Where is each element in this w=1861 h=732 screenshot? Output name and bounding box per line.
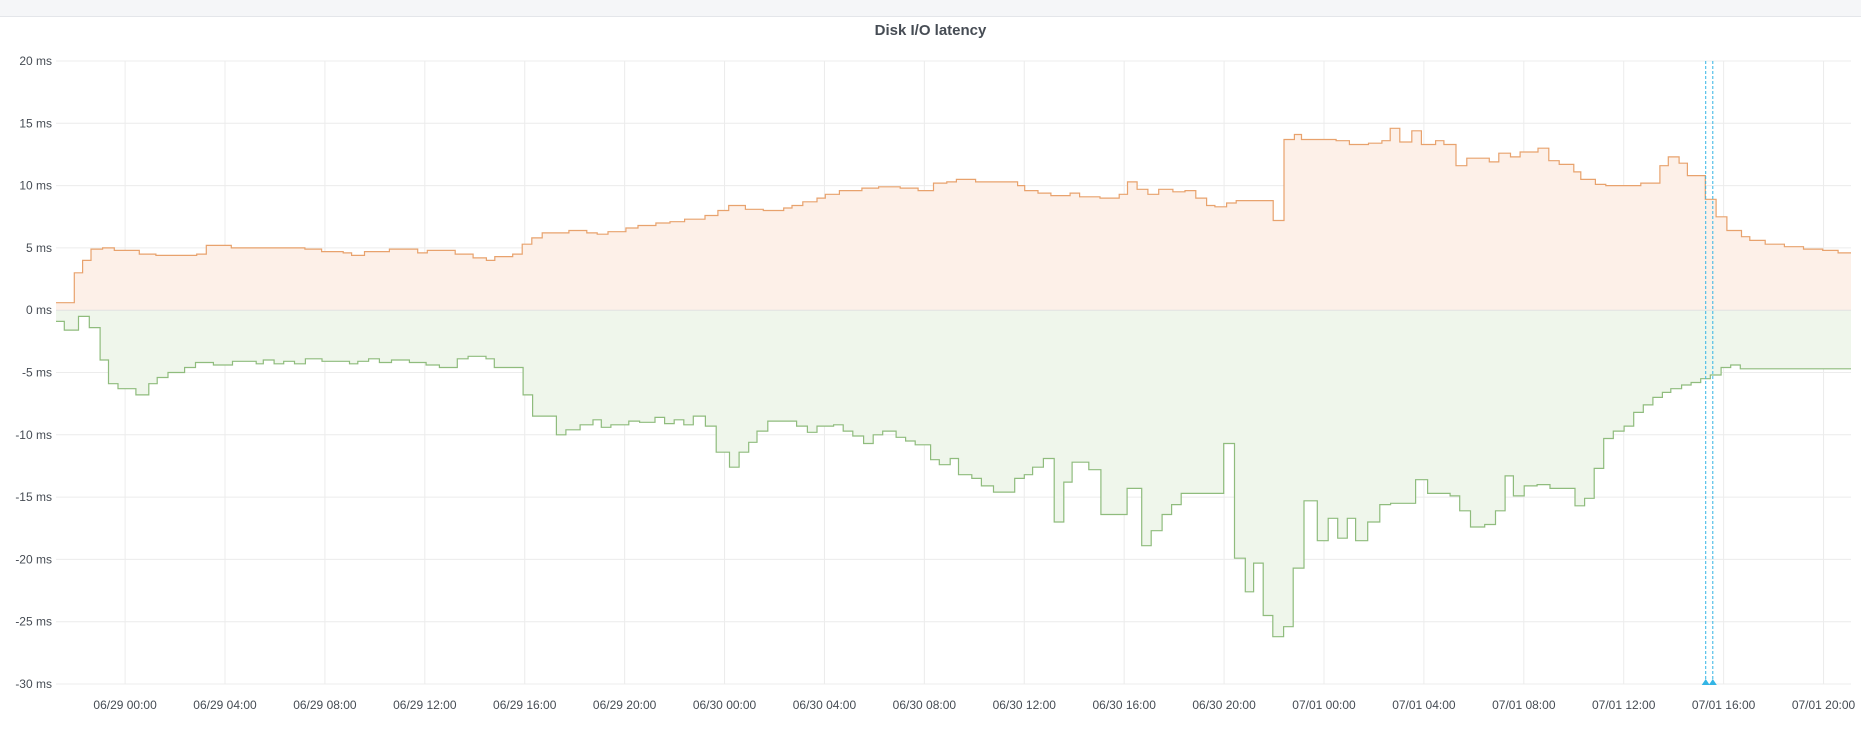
y-tick-label: -15 ms [15,490,52,504]
y-tick-label: 0 ms [26,303,52,317]
x-tick-label: 07/01 08:00 [1492,698,1556,712]
x-tick-label: 06/29 12:00 [393,698,457,712]
y-tick-label: -10 ms [15,428,52,442]
series-line-2 [56,315,1851,638]
x-tick-label: 06/30 16:00 [1092,698,1156,712]
cursor-marker-icon [1708,679,1717,685]
series-area-2 [56,310,1851,637]
x-tick-label: 06/30 04:00 [793,698,857,712]
x-tick-label: 07/01 00:00 [1292,698,1356,712]
series-line-1 [56,127,1851,304]
y-tick-label: 5 ms [26,241,52,255]
series-area-1 [56,128,1851,311]
x-tick-label: 06/30 20:00 [1192,698,1256,712]
y-tick-label: 15 ms [19,116,52,130]
x-tick-label: 07/01 16:00 [1692,698,1756,712]
x-tick-label: 06/30 12:00 [993,698,1057,712]
x-tick-label: 07/01 20:00 [1792,698,1856,712]
x-tick-label: 07/01 04:00 [1392,698,1456,712]
cursor-marker-icon [1701,679,1710,685]
x-tick-label: 07/01 12:00 [1592,698,1656,712]
y-tick-label: 20 ms [19,54,52,68]
x-tick-label: 06/29 00:00 [93,698,157,712]
x-tick-label: 06/29 04:00 [193,698,257,712]
y-tick-label: -25 ms [15,615,52,629]
panel-title[interactable]: Disk I/O latency [874,22,987,39]
y-tick-label: 10 ms [19,179,52,193]
x-tick-label: 06/29 16:00 [493,698,557,712]
x-tick-label: 06/29 08:00 [293,698,357,712]
y-tick-label: -30 ms [15,677,52,691]
y-tick-label: -20 ms [15,552,52,566]
x-tick-label: 06/30 08:00 [893,698,957,712]
x-tick-label: 06/30 00:00 [693,698,757,712]
y-tick-label: -5 ms [22,366,52,380]
x-tick-label: 06/29 20:00 [593,698,657,712]
